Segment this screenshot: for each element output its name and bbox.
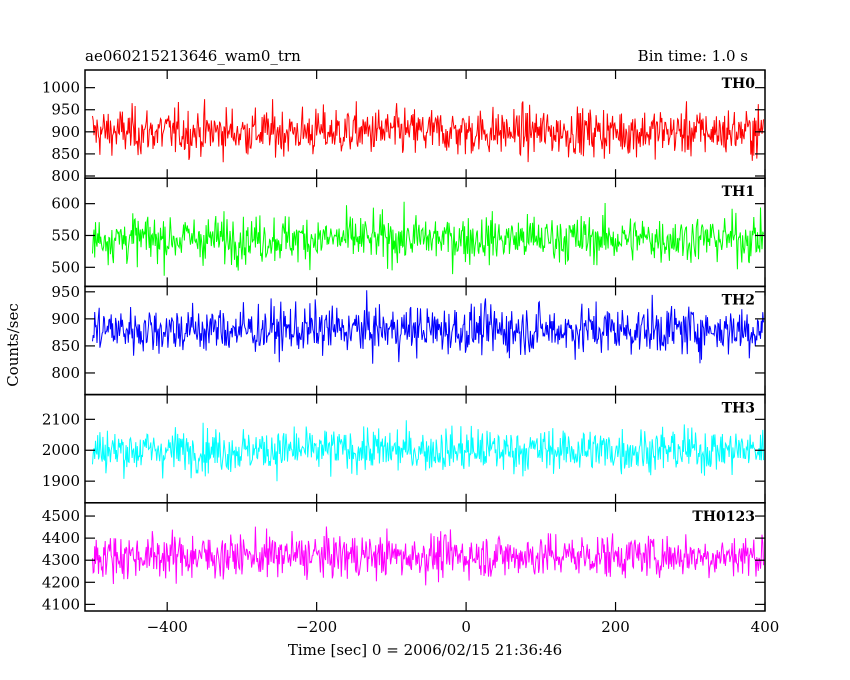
series-line-th1 [92,201,764,276]
y-tick-label: 4300 [42,551,80,569]
y-tick-label: 4100 [42,595,80,613]
panel-label-th0: TH0 [722,76,756,92]
x-tick-label: −400 [147,618,188,636]
bin-time-label: Bin time: 1.0 s [638,47,748,65]
y-tick-label: 1000 [42,79,80,97]
y-tick-label: 500 [51,258,80,276]
panel-th2: 800 850 900 950 TH2 [51,283,766,396]
x-axis-label: Time [sec] 0 = 2006/02/15 21:36:46 [288,641,562,659]
x-tick-label: −200 [296,618,337,636]
x-tick-label: 0 [461,618,471,636]
y-tick-label: 1900 [42,472,80,490]
y-tick-label: 950 [51,283,80,301]
series-line-th0123 [92,526,764,586]
chart-title: ae060215213646_wam0_trn [85,47,301,65]
series-line-th3 [92,420,764,482]
y-axis-label: Counts/sec [4,303,22,387]
panel-th0123: 4100 4200 4300 4400 4500 TH0123 [42,502,766,613]
x-tick-label: 400 [751,618,780,636]
panel-th3: 1900 2000 2100 TH3 [42,393,766,504]
panel-th1: 500 550 600 TH1 [51,177,766,288]
y-tick-label: 4400 [42,529,80,547]
panel-th0: 800 850 900 950 1000 TH0 [42,69,766,185]
panel-label-th0123: TH0123 [692,509,755,525]
y-tick-label: 800 [51,364,80,382]
y-tick-label: 2000 [42,441,80,459]
y-tick-label: 900 [51,123,80,141]
panel-frame [84,69,766,179]
x-axis: −400 −200 0 200 400 [147,618,780,636]
y-tick-label: 800 [51,167,80,185]
y-tick-label: 850 [51,337,80,355]
y-tick-label: 550 [51,226,80,244]
y-tick-label: 2100 [42,410,80,428]
y-tick-label: 4500 [42,507,80,525]
y-tick-label: 900 [51,310,80,328]
panel-label-th1: TH1 [722,184,755,200]
series-line-th0 [92,99,764,163]
y-tick-label: 4200 [42,573,80,591]
series-line-th2 [92,290,764,364]
y-tick-label: 850 [51,145,80,163]
panels-group: 800 850 900 950 1000 TH0 500 550 600 TH1 800 850 900… [42,69,766,613]
x-tick-label: 200 [601,618,630,636]
y-tick-label: 950 [51,101,80,119]
y-tick-label: 600 [51,195,80,213]
panel-frame [84,502,766,612]
panel-label-th3: TH3 [722,401,755,417]
panel-label-th2: TH2 [722,292,755,308]
